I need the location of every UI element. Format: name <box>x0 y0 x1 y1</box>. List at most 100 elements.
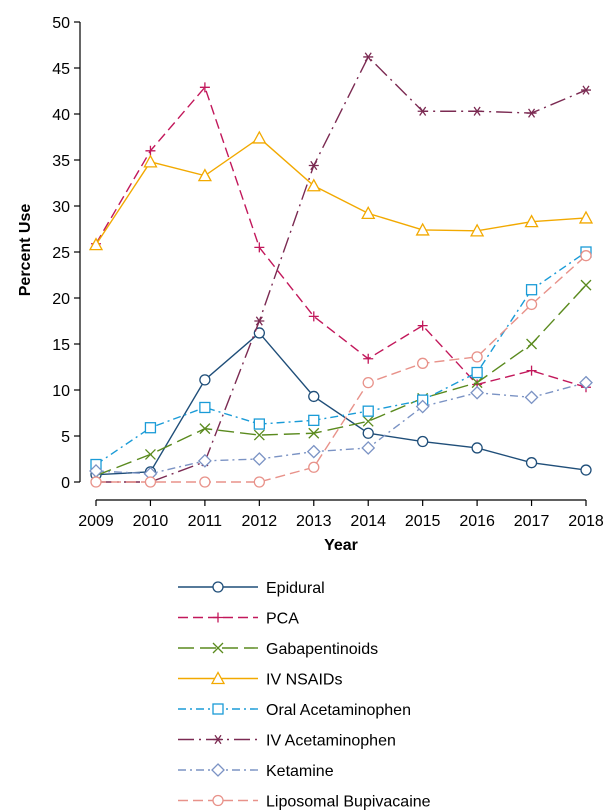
data-point <box>526 338 538 350</box>
y-tick-label: 35 <box>52 153 70 170</box>
legend-item: Epidural <box>178 580 325 597</box>
legend-item: Ketamine <box>178 763 334 780</box>
series-layer <box>88 52 594 488</box>
data-point <box>308 160 319 171</box>
x-tick-label: 2009 <box>78 513 114 530</box>
legend-marker <box>210 671 226 685</box>
legend-marker <box>212 642 224 654</box>
data-point <box>254 242 265 253</box>
data-point <box>308 311 319 322</box>
y-tick-label: 25 <box>52 245 70 262</box>
legend-label: Epidural <box>266 580 325 597</box>
data-point <box>308 390 320 403</box>
data-point <box>525 284 538 296</box>
x-tick-label: 2017 <box>514 513 550 530</box>
data-point <box>253 327 265 339</box>
data-point <box>361 441 376 455</box>
y-tick-label: 50 <box>52 15 70 32</box>
data-point <box>308 414 320 427</box>
x-tick-label: 2015 <box>405 513 441 530</box>
data-point <box>524 214 539 228</box>
data-point <box>144 476 157 488</box>
legend-label: IV Acetaminophen <box>266 733 396 750</box>
series-line <box>95 381 587 475</box>
legend-marker <box>213 734 223 745</box>
data-point <box>580 250 592 262</box>
x-tick-label: 2014 <box>350 513 386 530</box>
legend-item: IV NSAIDs <box>178 671 342 689</box>
series-liposomal-bupivacaine <box>90 250 592 488</box>
data-point <box>143 154 158 168</box>
legend-label: PCA <box>266 611 299 628</box>
x-tick-label: 2010 <box>133 513 169 530</box>
data-point <box>362 405 374 417</box>
data-point <box>362 415 374 427</box>
data-point <box>308 427 320 439</box>
data-point <box>526 365 537 376</box>
data-point <box>308 461 320 473</box>
x-tick-label: 2012 <box>242 513 278 530</box>
data-point <box>471 366 483 379</box>
series-line <box>95 137 587 246</box>
data-point <box>417 320 428 331</box>
legend-label: Oral Acetaminophen <box>266 702 411 719</box>
legend-label: Gabapentinoids <box>266 641 378 658</box>
data-point <box>145 145 156 156</box>
x-tick-label: 2016 <box>459 513 495 530</box>
legend-item: Oral Acetaminophen <box>178 702 411 719</box>
data-point <box>199 374 211 386</box>
data-point <box>417 106 428 116</box>
series-iv-nsaids <box>88 130 594 251</box>
series-line <box>95 331 587 476</box>
data-point <box>470 223 485 237</box>
legend-marker <box>212 581 224 593</box>
data-point <box>306 178 321 192</box>
x-tick-label: 2018 <box>568 513 604 530</box>
y-tick-label: 15 <box>52 337 70 354</box>
data-point <box>579 375 593 390</box>
data-point <box>471 377 483 389</box>
series-line <box>96 55 587 483</box>
y-tick-label: 40 <box>52 107 70 124</box>
legend-label: Liposomal Bupivacaine <box>266 794 431 811</box>
y-axis-title: Percent Use <box>17 204 34 297</box>
data-point <box>253 418 265 430</box>
legend-item: IV Acetaminophen <box>178 733 396 750</box>
y-tick-label: 20 <box>52 291 70 308</box>
data-point <box>363 52 374 62</box>
legend: Epidural PCA Gabapentinoids IV NSAIDs Oral A… <box>178 580 431 811</box>
data-point <box>199 401 211 414</box>
y-tick-label: 10 <box>52 383 70 400</box>
y-tick-label: 30 <box>52 199 70 216</box>
y-tick-label: 0 <box>61 475 70 492</box>
legend-item: Liposomal Bupivacaine <box>178 794 431 811</box>
data-point <box>254 316 265 326</box>
legend-marker <box>213 612 223 623</box>
series-epidural <box>90 327 592 481</box>
y-tick-label: 5 <box>61 429 70 446</box>
data-point <box>253 476 265 488</box>
data-point <box>306 444 321 459</box>
series-iv-acetaminophen <box>91 52 591 487</box>
data-point <box>524 390 539 405</box>
legend-item: PCA <box>178 611 299 628</box>
data-point <box>363 353 374 364</box>
data-point <box>361 206 376 220</box>
data-point <box>578 210 594 224</box>
data-point <box>417 435 429 448</box>
data-point <box>471 351 483 363</box>
axes: 0 5 10 15 20 25 30 35 40 45 50 2009 2010 2011 2012 2013… <box>52 15 604 530</box>
legend-marker <box>212 794 224 807</box>
x-tick-label: 2011 <box>188 513 223 530</box>
legend-label: IV NSAIDs <box>266 672 342 689</box>
x-tick-label: 2013 <box>296 513 332 530</box>
series-oral-acetaminophen <box>90 246 592 471</box>
series-line <box>95 284 587 477</box>
data-point <box>252 130 267 144</box>
data-point <box>362 376 374 389</box>
data-point <box>197 453 212 468</box>
data-point <box>253 429 265 441</box>
series-line <box>95 85 587 388</box>
data-point <box>470 385 485 400</box>
data-point <box>90 476 102 488</box>
